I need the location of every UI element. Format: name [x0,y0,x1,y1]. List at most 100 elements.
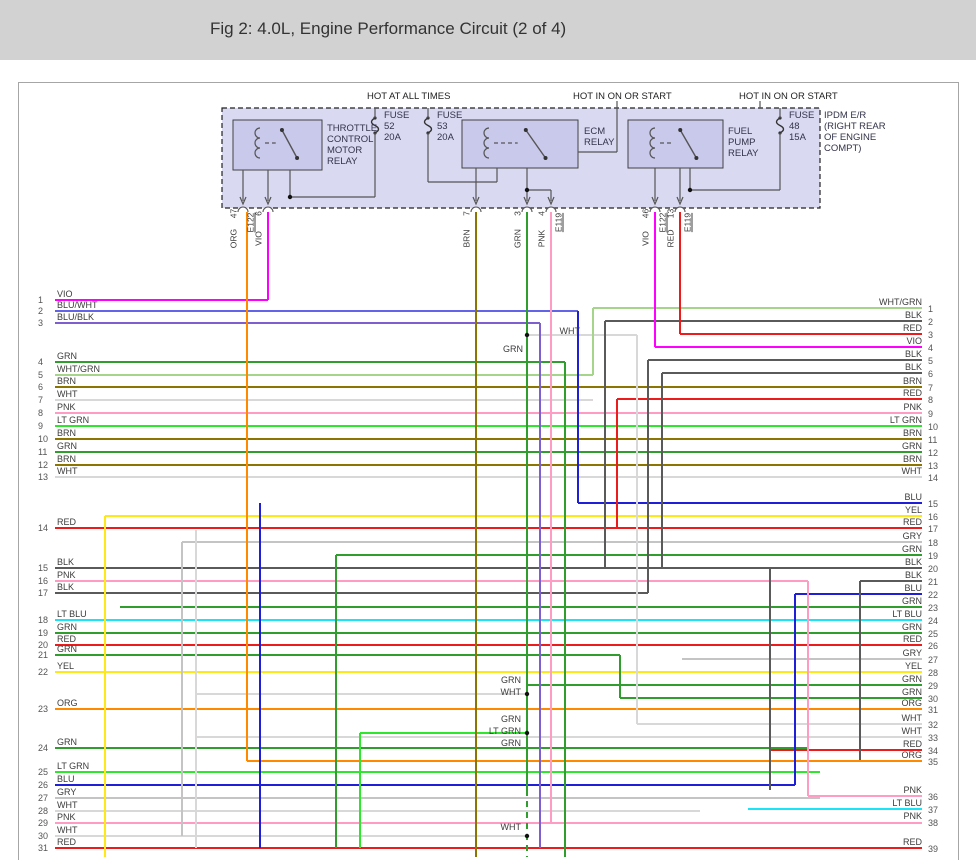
switch-pivot [279,128,284,132]
row-number-left: 25 [38,767,49,777]
wire-label-right: BLU [904,492,922,502]
row-number-left: 12 [38,460,49,470]
junction-dot [687,187,693,193]
arrow-down-icon [472,196,480,206]
relay-box [461,119,579,169]
row-number-left: 14 [38,523,49,533]
row-number-left: 30 [38,831,49,841]
relay-switch [525,129,547,159]
row-number-right: 21 [928,577,939,587]
row-number-left: 20 [38,640,49,650]
arrow-down-icon [239,196,247,206]
connector-bump [262,206,274,213]
row-number-right: 29 [928,681,939,691]
row-number-right: 24 [928,616,939,626]
junction-dot [287,194,293,200]
row-number-right: 1 [928,304,934,314]
arrow-down-icon [523,196,531,206]
wire-label-left: BRN [57,454,77,464]
junction-dot [524,833,530,839]
wire-label-left: YEL [57,661,75,671]
row-number-right: 13 [928,461,939,471]
row-number-right: 17 [928,524,939,534]
switch-contact [295,156,300,160]
wire-label-left: GRN [57,737,77,747]
switch-pivot [523,128,528,132]
wire-label-right: GRN [902,596,922,606]
row-number-right: 39 [928,844,939,854]
wire-label-right: GRN [902,622,922,632]
row-number-right: 35 [928,757,939,767]
row-number-left: 21 [38,650,49,660]
wire-label-left: RED [57,837,77,847]
row-number-right: 37 [928,805,939,815]
wire-label-left: LT BLU [57,609,87,619]
row-number-right: 8 [928,395,934,405]
relay-switch [679,129,698,159]
row-number-right: 5 [928,356,934,366]
row-number-right: 16 [928,512,939,522]
row-number-right: 26 [928,641,939,651]
wire-label-left: WHT [57,389,78,399]
row-number-left: 6 [38,382,44,392]
row-number-left: 16 [38,576,49,586]
row-number-left: 23 [38,704,49,714]
wire-label-right: GRY [902,648,922,658]
wire-label-right: LT GRN [889,415,922,425]
row-number-left: 10 [38,434,49,444]
relay-label: ECM RELAY [584,126,615,148]
arrow-down-icon [547,196,555,206]
wire-label-right: BRN [902,376,922,386]
row-number-right: 23 [928,603,939,613]
row-number-left: 26 [38,780,49,790]
fuse-symbol [775,117,785,134]
fuse-symbol [423,117,433,134]
row-number-right: 28 [928,668,939,678]
row-number-left: 28 [38,806,49,816]
row-number-left: 7 [38,395,44,405]
wire-label-mid: LT GRN [488,726,521,736]
wire-label-mid: GRN [503,344,523,354]
row-number-right: 14 [928,473,939,483]
wire-label-right: GRN [902,674,922,684]
wire-label-left: BLU [57,774,75,784]
wire-label-right: YEL [904,661,922,671]
row-number-right: 36 [928,792,939,802]
wire-label-left: WHT [57,825,78,835]
wire-label-right: LT BLU [892,798,922,808]
arrow-down-icon [651,196,659,206]
wire-label-left: RED [57,634,77,644]
relay-coil [254,127,261,159]
wire-label-right: BLK [904,362,922,372]
row-number-left: 5 [38,370,44,380]
power-feed-label: HOT IN ON OR START [739,91,838,102]
relay-box [627,119,724,169]
switch-pivot [678,128,683,132]
arrow-down-icon [676,196,684,206]
wire-label-right: WHT/GRN [879,297,922,307]
row-number-right: 4 [928,343,934,353]
pin-wire-color: VIO [640,231,651,246]
wire-label-right: GRY [902,531,922,541]
row-number-left: 18 [38,615,49,625]
fuse-symbol [370,117,380,134]
row-number-right: 15 [928,499,939,509]
connector-bump [649,206,661,213]
row-number-right: 34 [928,746,939,756]
connector-id: E119 [553,212,564,233]
row-number-right: 2 [928,317,934,327]
wire-label-right: BLK [904,310,922,320]
wire-label-right: GRN [902,687,922,697]
pin-wire-color: GRN [512,229,523,248]
connector-id: E119 [682,212,693,233]
row-number-left: 3 [38,318,44,328]
row-number-left: 31 [38,843,49,853]
row-number-left: 4 [38,357,44,367]
fuse-label: FUSE 53 20A [437,110,463,143]
wire-label-left: GRN [57,644,77,654]
wire-label-right: RED [902,739,922,749]
wire-label-right: YEL [904,505,922,515]
junction-dot [524,730,530,736]
wire-label-right: RED [902,323,922,333]
